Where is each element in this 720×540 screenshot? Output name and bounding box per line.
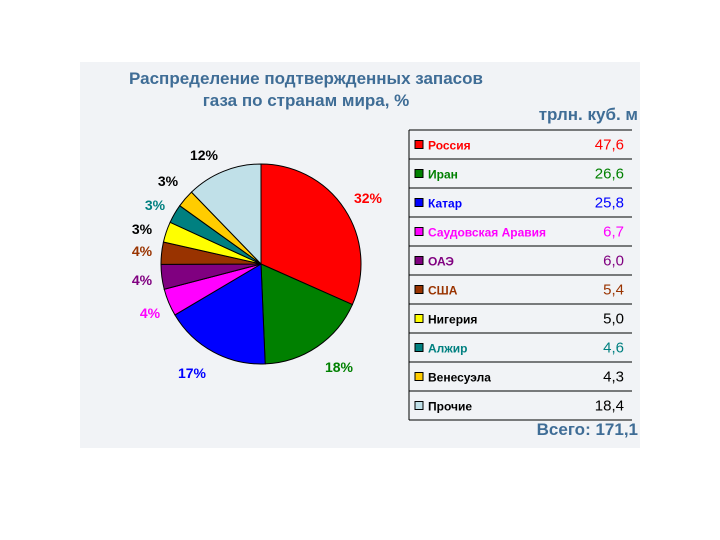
pie-percent-label-7: 3% [132,221,153,237]
pie-percent-label-10: 12% [190,147,219,163]
legend-value-1: 47,6 [595,137,624,154]
pie-slice-2 [260,263,354,365]
legend-label-9: Венесуэла [428,371,491,385]
pie-percent-label-8: 3% [145,197,166,213]
pie-slice-1 [260,163,362,306]
chart-title-line-1: Распределение подтвержденных запасов [129,69,483,88]
chart-title: Распределение подтвержденных запасов газ… [80,68,532,112]
legend-value-5: 6,0 [603,253,624,270]
legend-label-8: Алжир [428,342,468,356]
legend-swatch-1 [414,140,424,149]
pie-percent-label-6: 4% [132,243,153,259]
legend-label-7: Нигерия [428,313,477,327]
chart-title-line-2: газа по странам мира, % [202,91,410,110]
legend-swatch-6 [414,285,424,294]
unit-label: трлн. куб. м [538,105,638,124]
legend-value-4: 6,7 [603,224,624,241]
legend-value-3: 25,8 [595,195,624,212]
legend-swatch-4 [414,227,424,236]
pie-percent-label-3: 17% [178,365,207,381]
legend-label-5: ОАЭ [428,255,454,269]
legend-value-8: 4,6 [603,340,624,357]
legend-label-10: Прочие [428,400,472,414]
pie-percent-label-1: 32% [354,190,383,206]
legend-label-1: Россия [428,139,471,153]
legend-label-3: Катар [428,197,462,211]
legend-swatch-7 [414,314,424,323]
pie-percent-label-9: 3% [158,173,179,189]
pie-slice-3 [174,263,266,365]
legend-swatch-8 [414,343,424,352]
pie-percent-label-5: 4% [132,272,153,288]
legend-value-9: 4,3 [603,369,624,386]
legend-swatch-9 [414,372,424,381]
legend-swatch-3 [414,198,424,207]
legend-value-6: 5,4 [603,282,624,299]
legend-value-7: 5,0 [603,311,624,328]
pie-percent-label-2: 18% [325,359,354,375]
total-label: Всего: 171,1 [536,420,638,439]
legend-swatch-5 [414,256,424,265]
legend-swatch-2 [414,169,424,178]
legend-swatch-10 [414,401,424,410]
pie-percent-label-4: 4% [140,305,161,321]
legend-label-6: США [428,284,458,298]
legend-value-2: 26,6 [595,166,624,183]
legend-label-2: Иран [428,168,458,182]
pie-slice-10 [190,163,262,266]
legend-value-10: 18,4 [595,398,624,415]
legend-label-4: Саудовская Аравия [428,226,546,240]
